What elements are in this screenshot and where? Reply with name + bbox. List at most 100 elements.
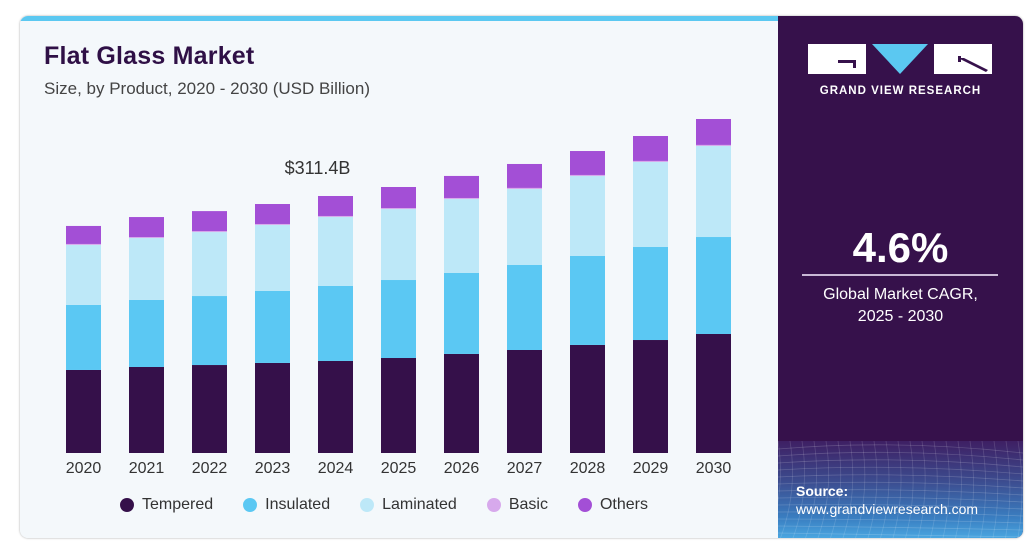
bar-segment-basic-2026 bbox=[444, 197, 479, 199]
bar-segment-insulated-2022 bbox=[192, 296, 227, 366]
legend-swatch bbox=[577, 498, 592, 512]
chart-subtitle: Size, by Product, 2020 - 2030 (USD Billi… bbox=[44, 79, 370, 98]
summary-panel: GRAND VIEW RESEARCH 4.6% Global Market C… bbox=[778, 16, 1023, 538]
bar-segment-others-2029 bbox=[633, 136, 668, 161]
bar-segment-insulated-2027 bbox=[507, 264, 542, 351]
bar-segment-others-2021 bbox=[129, 217, 164, 238]
source-box: Source: www.grandviewresearch.com bbox=[778, 441, 1023, 538]
bar-segment-tempered-2025 bbox=[381, 358, 416, 453]
bar-segment-basic-2020 bbox=[66, 243, 101, 245]
bar-segment-others-2027 bbox=[507, 163, 542, 188]
data-label-annotation: $311.4B bbox=[285, 158, 351, 178]
cagr-label: Global Market CAGR, 2025 - 2030 bbox=[778, 284, 1023, 328]
bar-segment-basic-2023 bbox=[255, 223, 290, 225]
x-tick-label: 2027 bbox=[507, 460, 543, 477]
legend-swatch bbox=[486, 498, 501, 512]
bar-segment-tempered-2020 bbox=[66, 369, 101, 453]
bar-segment-tempered-2027 bbox=[507, 350, 542, 453]
x-tick-label: 2024 bbox=[318, 460, 354, 477]
bar-segment-basic-2025 bbox=[381, 208, 416, 210]
legend-item-tempered: Tempered bbox=[120, 496, 213, 514]
legend-item-insulated: Insulated bbox=[243, 496, 330, 514]
bar-segment-tempered-2023 bbox=[255, 362, 290, 453]
bar-segment-others-2022 bbox=[192, 211, 227, 232]
bar-segment-laminated-2028 bbox=[570, 176, 605, 256]
legend-label: Tempered bbox=[142, 496, 214, 513]
x-tick-label: 2026 bbox=[444, 460, 480, 477]
bar-segment-others-2026 bbox=[444, 175, 479, 198]
chart-legend: Tempered Insulated Laminated Basic Others bbox=[120, 496, 678, 514]
legend-item-laminated: Laminated bbox=[360, 496, 457, 514]
bar-segment-laminated-2025 bbox=[381, 209, 416, 281]
bar-segment-laminated-2029 bbox=[633, 161, 668, 248]
source-label: Source: bbox=[796, 483, 849, 499]
bar-segment-laminated-2020 bbox=[66, 244, 101, 305]
accent-strip bbox=[20, 16, 778, 21]
bar-segment-others-2020 bbox=[66, 225, 101, 244]
bar-segment-tempered-2026 bbox=[444, 353, 479, 453]
bar-segment-insulated-2030 bbox=[696, 237, 731, 334]
source-link[interactable]: www.grandviewresearch.com bbox=[796, 501, 979, 517]
bar-segment-basic-2027 bbox=[507, 187, 542, 189]
x-tick-label: 2029 bbox=[633, 460, 669, 477]
stacked-bar-chart: 2020 2021 2022 2023 2024 $311.4B 2025 2026 2027 2… bbox=[66, 118, 732, 477]
x-tick-label: 2030 bbox=[696, 460, 732, 477]
bar-segment-insulated-2021 bbox=[129, 299, 164, 368]
cagr-value: 4.6% bbox=[852, 224, 949, 271]
legend-label: Others bbox=[599, 496, 648, 513]
chart-title: Flat Glass Market bbox=[44, 42, 255, 70]
x-tick-label: 2020 bbox=[66, 460, 102, 477]
bar-segment-basic-2029 bbox=[633, 160, 668, 162]
legend-label: Basic bbox=[508, 496, 548, 513]
bar-segment-laminated-2030 bbox=[696, 145, 731, 238]
bar-segment-tempered-2028 bbox=[570, 344, 605, 453]
bar-segment-basic-2028 bbox=[570, 174, 605, 177]
bar-segment-others-2028 bbox=[570, 151, 605, 175]
bar-segment-insulated-2028 bbox=[570, 255, 605, 345]
x-tick-label: 2022 bbox=[192, 460, 228, 477]
infographic-card: Flat Glass Market Size, by Product, 2020… bbox=[20, 16, 1023, 538]
cagr-label-line1: Global Market CAGR, bbox=[823, 286, 978, 303]
bar-segment-insulated-2023 bbox=[255, 290, 290, 363]
cagr-label-line2: 2025 - 2030 bbox=[857, 308, 944, 325]
gvr-logo-icon bbox=[808, 44, 992, 74]
x-tick-label: 2021 bbox=[129, 460, 165, 477]
bar-segment-insulated-2020 bbox=[66, 304, 101, 370]
bar-segment-others-2023 bbox=[255, 204, 290, 224]
bar-segment-tempered-2022 bbox=[192, 365, 227, 453]
bar-segment-laminated-2024 bbox=[318, 216, 353, 286]
bar-segment-basic-2030 bbox=[696, 144, 731, 146]
legend-item-others: Others bbox=[577, 496, 648, 514]
divider bbox=[802, 274, 998, 276]
bar-segment-laminated-2026 bbox=[444, 198, 479, 274]
bar-segment-tempered-2029 bbox=[633, 340, 668, 453]
bar-segment-basic-2024 bbox=[318, 215, 353, 217]
bar-segment-insulated-2029 bbox=[633, 247, 668, 341]
bar-segment-others-2030 bbox=[696, 118, 731, 145]
x-tick-label: 2025 bbox=[381, 460, 417, 477]
legend-label: Insulated bbox=[265, 496, 331, 513]
bar-segment-others-2025 bbox=[381, 187, 416, 209]
bar-segment-laminated-2021 bbox=[129, 238, 164, 300]
legend-swatch bbox=[120, 498, 134, 512]
bar-segment-tempered-2021 bbox=[129, 367, 164, 453]
bar-segment-basic-2022 bbox=[192, 231, 227, 233]
bar-segment-others-2024 bbox=[318, 196, 353, 216]
legend-label: Laminated bbox=[382, 496, 457, 513]
bar-segment-laminated-2027 bbox=[507, 188, 542, 265]
bar-segment-tempered-2024 bbox=[318, 360, 353, 453]
bar-segment-laminated-2023 bbox=[255, 224, 290, 291]
x-tick-label: 2023 bbox=[255, 460, 291, 477]
bar-segment-laminated-2022 bbox=[192, 232, 227, 297]
legend-item-basic: Basic bbox=[486, 496, 548, 514]
legend-swatch bbox=[243, 498, 258, 512]
x-tick-label: 2028 bbox=[570, 460, 606, 477]
bar-segment-tempered-2030 bbox=[696, 333, 731, 453]
brand-name: GRAND VIEW RESEARCH bbox=[819, 85, 982, 97]
legend-swatch bbox=[360, 498, 375, 512]
bar-segment-insulated-2026 bbox=[444, 273, 479, 354]
bar-segment-insulated-2025 bbox=[381, 280, 416, 359]
bar-segment-insulated-2024 bbox=[318, 285, 353, 361]
bar-segment-basic-2021 bbox=[129, 237, 164, 239]
grid-pattern bbox=[778, 441, 1023, 538]
